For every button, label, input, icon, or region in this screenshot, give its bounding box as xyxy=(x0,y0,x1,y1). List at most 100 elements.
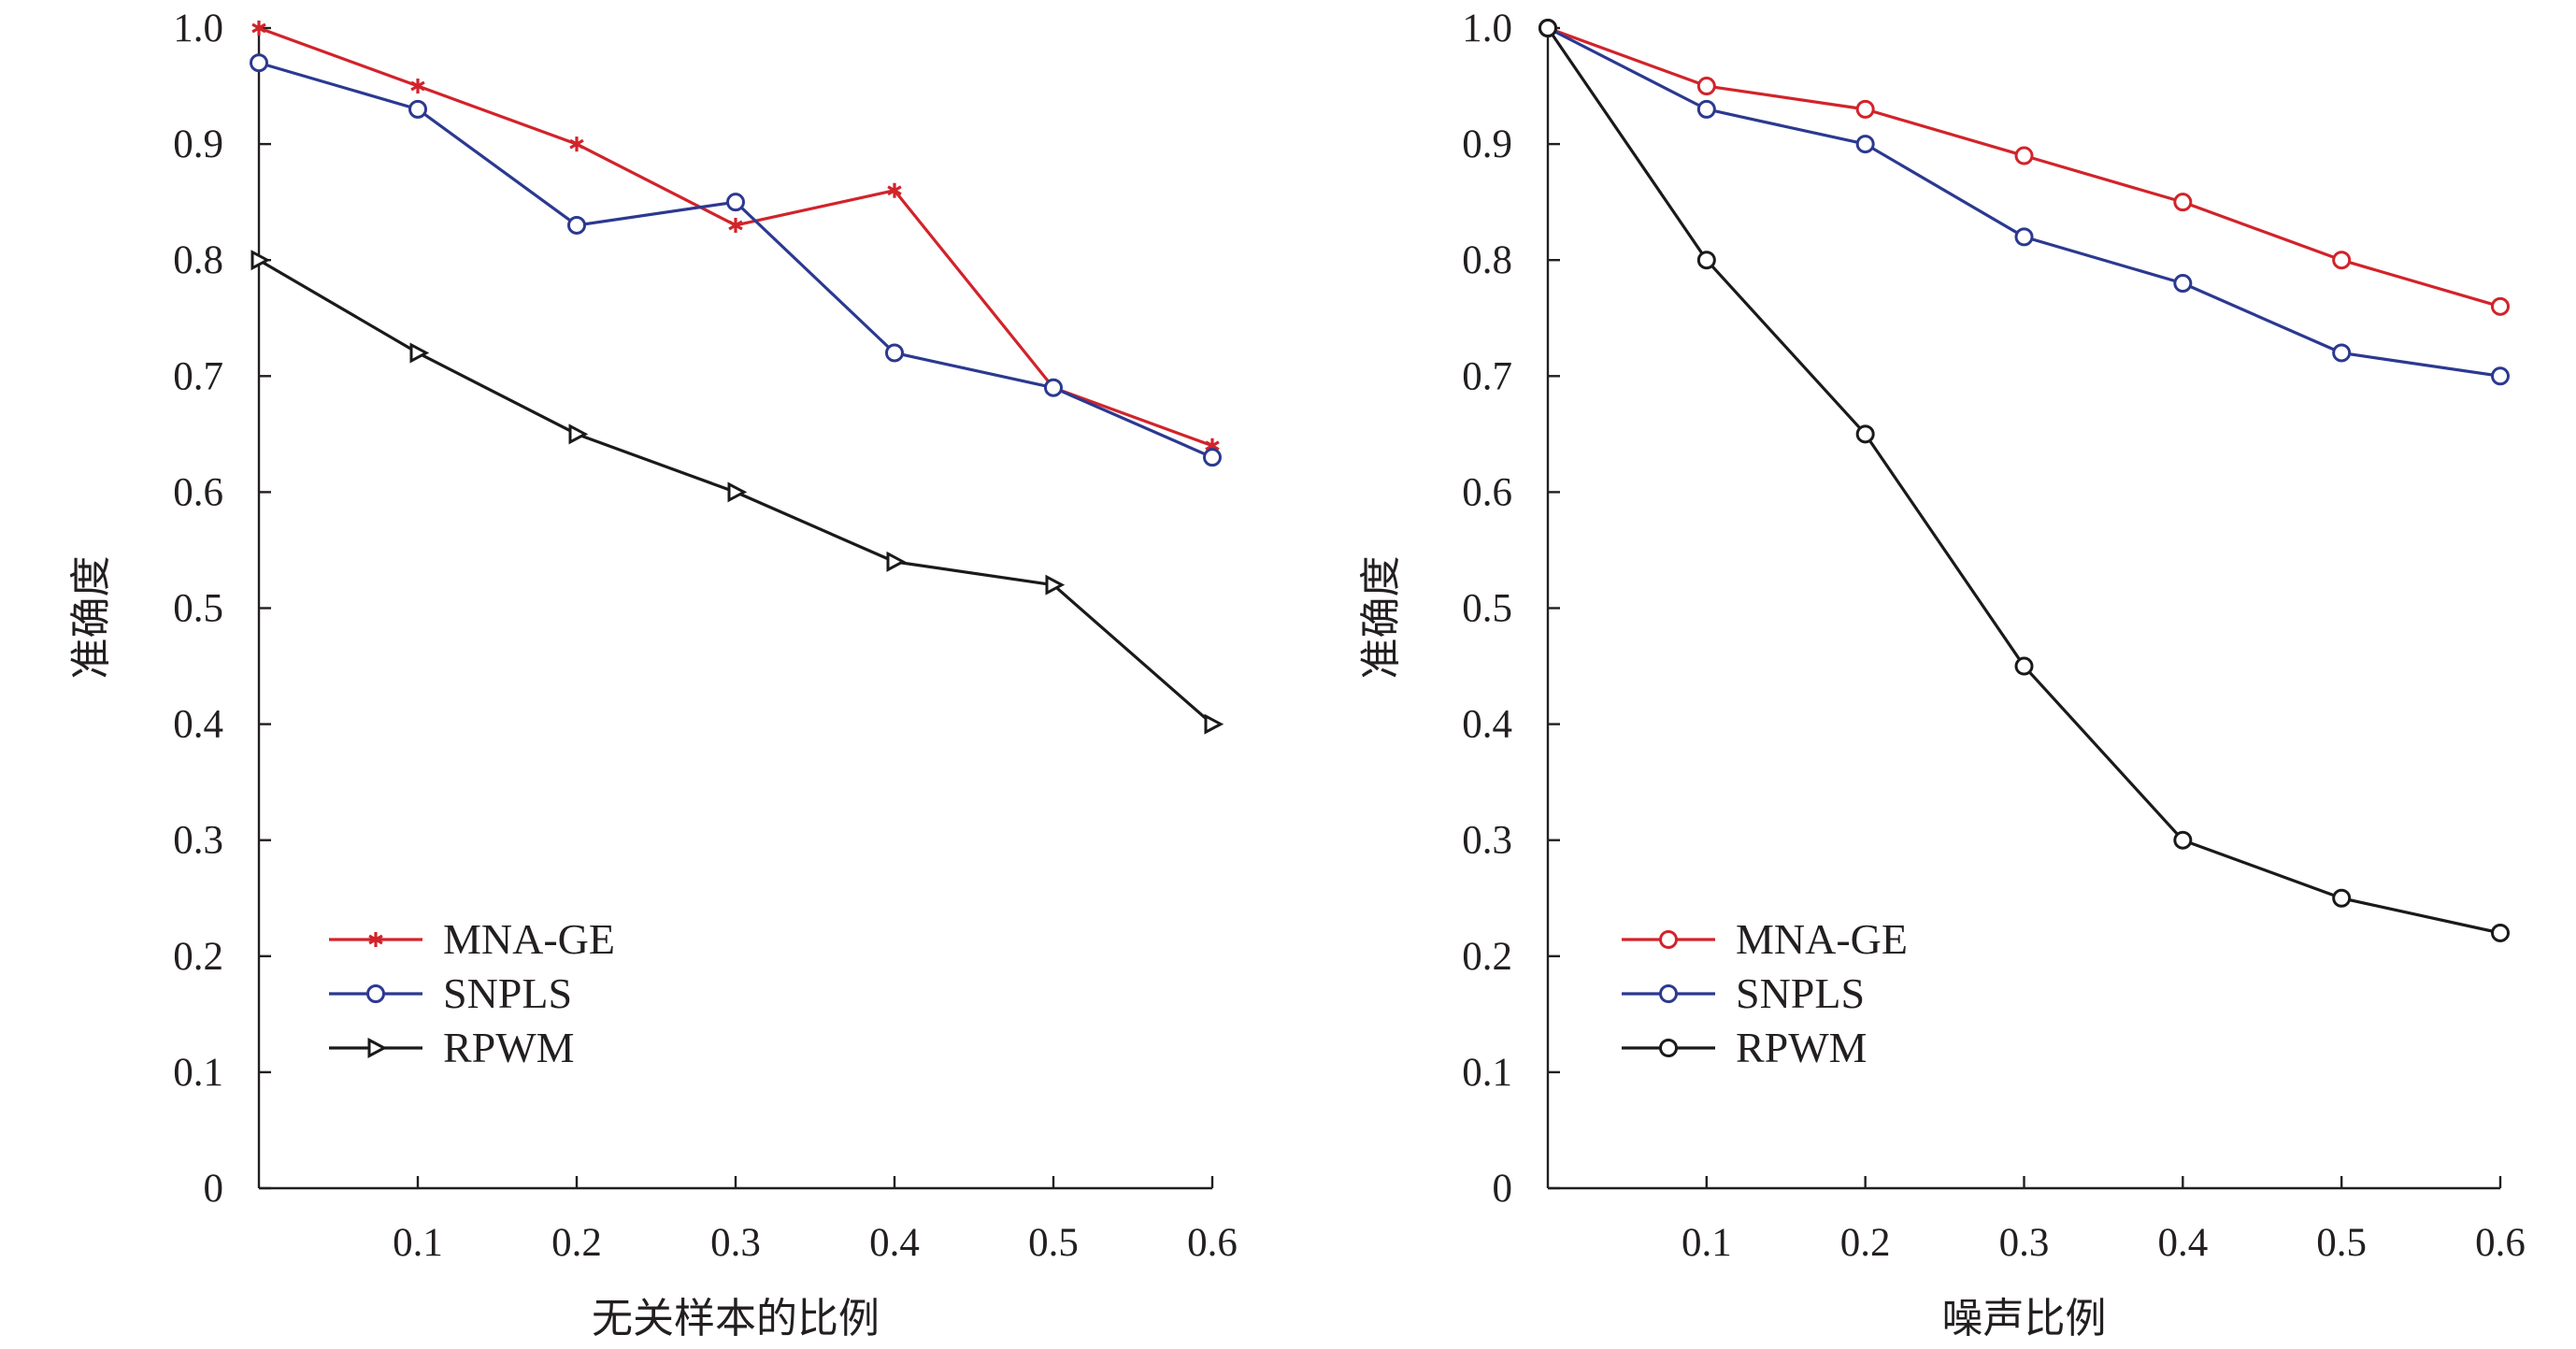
legend-marker xyxy=(1659,1039,1678,1057)
series-line xyxy=(1547,26,2501,309)
legend-marker xyxy=(367,1038,388,1058)
legend-label: SNPLS xyxy=(443,969,572,1017)
data-point xyxy=(569,136,584,152)
legend-entry: RPWM xyxy=(329,1024,575,1071)
data-point xyxy=(2491,923,2510,942)
legend-marker xyxy=(366,984,385,1003)
x-tick-label: 0.1 xyxy=(1682,1221,1732,1265)
data-point xyxy=(886,551,907,572)
y-tick-label: 0.2 xyxy=(173,935,223,979)
data-point xyxy=(726,193,745,212)
y-tick-label: 0.6 xyxy=(173,470,223,514)
right-chart-panel: 0 0.1 0.2 0.3 0.4 0.5 0.6 0.7 0.8 0.9 1.0 0.1 0.2 0.3… xyxy=(1357,7,2526,1342)
x-tick-label: 0.4 xyxy=(2157,1221,2208,1265)
legend-label: RPWM xyxy=(443,1024,575,1071)
data-point xyxy=(2491,296,2510,316)
data-point xyxy=(1696,251,1716,270)
y-tick-label: 1.0 xyxy=(173,7,223,50)
y-tick-label: 0.7 xyxy=(173,354,223,398)
y-tick-label: 0.4 xyxy=(173,703,223,747)
legend-marker xyxy=(1659,930,1678,949)
series-snpls xyxy=(1538,19,2510,386)
y-tick-label: 0.9 xyxy=(1462,122,1512,166)
data-point xyxy=(2332,343,2352,363)
data-point xyxy=(1045,574,1066,596)
y-tick-label: 0.8 xyxy=(173,238,223,282)
y-tick-label: 0.4 xyxy=(1462,703,1512,747)
data-point xyxy=(1855,99,1875,119)
y-axis-title: 准确度 xyxy=(67,556,115,680)
data-point xyxy=(727,481,748,503)
y-tick-label: 0.3 xyxy=(173,819,223,863)
y-tick-label: 0.7 xyxy=(1462,354,1512,398)
x-tick-label: 0.5 xyxy=(2316,1221,2367,1265)
data-point xyxy=(568,423,589,445)
data-point xyxy=(1696,99,1716,119)
data-point xyxy=(2332,888,2352,908)
x-tick-label: 0.5 xyxy=(1028,1221,1079,1265)
data-point xyxy=(2173,830,2193,850)
x-tick-label: 0.1 xyxy=(393,1221,443,1265)
x-tick-label: 0.4 xyxy=(869,1221,920,1265)
data-point xyxy=(408,99,427,119)
x-tick-label: 0.3 xyxy=(1999,1221,2050,1265)
data-point xyxy=(410,79,425,94)
series-rpwm xyxy=(1538,19,2510,942)
data-point xyxy=(251,21,266,36)
data-point xyxy=(2014,656,2034,676)
y-tick-label: 0.5 xyxy=(1462,587,1512,631)
data-point xyxy=(1203,448,1222,467)
y-tick-label: 1.0 xyxy=(1462,7,1512,50)
data-point xyxy=(567,215,586,235)
data-point xyxy=(2332,251,2352,270)
data-point xyxy=(250,250,271,271)
y-tick-label: 0.9 xyxy=(173,122,223,166)
legend-label: MNA-GE xyxy=(443,915,615,963)
x-tick-label: 0.2 xyxy=(1840,1221,1891,1265)
data-point xyxy=(887,182,902,198)
x-tick-label: 0.6 xyxy=(1187,1221,1238,1265)
y-tick-label: 0.6 xyxy=(1462,470,1512,514)
y-tick-label: 0.8 xyxy=(1462,238,1512,282)
y-tick-label: 0 xyxy=(1493,1167,1513,1211)
x-axis-title: 噪声比例 xyxy=(1942,1295,2107,1342)
legend-marker xyxy=(368,932,383,947)
data-point xyxy=(2014,227,2034,247)
y-tick-label: 0 xyxy=(204,1167,224,1211)
y-tick-label: 0.2 xyxy=(1462,935,1512,979)
x-tick-label: 0.6 xyxy=(2475,1221,2526,1265)
data-point xyxy=(250,53,268,73)
data-point xyxy=(1855,424,1875,444)
legend-label: MNA-GE xyxy=(1736,915,1908,963)
series-mna-ge xyxy=(1538,19,2510,316)
data-point xyxy=(1538,19,1557,37)
legend-label: SNPLS xyxy=(1736,969,1865,1017)
legend-entry: MNA-GE xyxy=(329,915,615,963)
series-rpwm xyxy=(250,250,1224,735)
data-point xyxy=(1696,77,1716,96)
series-line xyxy=(258,26,1213,448)
legend-entry: SNPLS xyxy=(1622,969,1865,1017)
data-point xyxy=(409,342,430,364)
left-chart-panel: 0 0.1 0.2 0.3 0.4 0.5 0.6 0.7 0.8 0.9 1.0 0.1 0.2 0.3… xyxy=(67,7,1238,1342)
legend: MNA-GE SNPLS RPWM xyxy=(1622,915,1908,1071)
data-point xyxy=(2491,366,2510,386)
data-point xyxy=(885,343,904,363)
y-axis-title: 准确度 xyxy=(1357,556,1405,680)
legend-marker xyxy=(1659,984,1678,1003)
data-point xyxy=(2173,274,2193,294)
data-point xyxy=(2014,146,2034,165)
y-tick-label: 0.3 xyxy=(1462,819,1512,863)
data-point xyxy=(1855,135,1875,154)
data-point xyxy=(2173,193,2193,212)
series-line xyxy=(258,61,1213,459)
data-point xyxy=(1044,378,1063,397)
data-point xyxy=(728,217,743,233)
data-point xyxy=(1204,713,1224,735)
x-tick-label: 0.3 xyxy=(710,1221,761,1265)
series-snpls xyxy=(250,53,1222,467)
legend: MNA-GE SNPLS RPWM xyxy=(329,915,615,1071)
x-axis-title: 无关样本的比例 xyxy=(592,1295,880,1342)
y-tick-label: 0.5 xyxy=(173,587,223,631)
